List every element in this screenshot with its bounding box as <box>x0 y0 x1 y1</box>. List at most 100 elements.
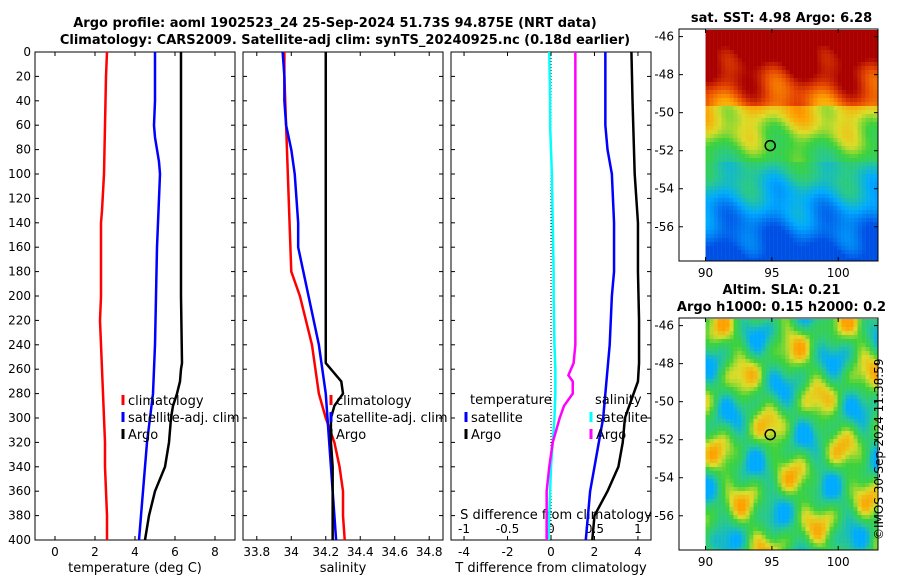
map-cell <box>849 38 854 42</box>
map-cell <box>709 86 714 90</box>
plot-frame <box>34 51 236 541</box>
map-cell <box>777 395 782 399</box>
map-cell <box>789 319 794 323</box>
map-cell <box>841 523 846 527</box>
map-cell <box>745 499 750 503</box>
map-cell <box>837 399 842 403</box>
map-cell <box>781 519 786 523</box>
map-cell <box>769 210 774 214</box>
map-cell <box>837 375 842 379</box>
map-cell <box>757 479 762 483</box>
map-cell <box>765 395 770 399</box>
map-cell <box>757 30 762 34</box>
map-cell <box>809 202 814 206</box>
map-cell <box>813 455 818 459</box>
map-cell <box>853 519 858 523</box>
map-cell <box>833 218 838 222</box>
map-cell <box>741 435 746 439</box>
map-cell <box>713 250 718 254</box>
map-cell <box>725 547 730 550</box>
map-cell <box>777 535 782 539</box>
map-cell <box>801 519 806 523</box>
map-cell <box>777 335 782 339</box>
map-cell <box>709 106 714 110</box>
map-cell <box>769 395 774 399</box>
map-cell <box>705 523 710 527</box>
map-cell <box>725 355 730 359</box>
map-cell <box>717 547 722 550</box>
map-cell <box>785 415 790 419</box>
map-cell <box>709 499 714 503</box>
map-cell <box>717 427 722 431</box>
map-cell <box>709 74 714 78</box>
map-cell <box>777 238 782 242</box>
map-cell <box>753 331 758 335</box>
map-cell <box>765 519 770 523</box>
map-cell <box>837 379 842 383</box>
map-cell <box>769 70 774 74</box>
map-cell <box>713 399 718 403</box>
map-cell <box>785 182 790 186</box>
map-cell <box>789 347 794 351</box>
x-axis-label: T difference from climatology <box>454 561 647 576</box>
map-cell <box>741 50 746 54</box>
map-cell <box>757 423 762 427</box>
map-cell <box>857 34 862 38</box>
map-cell <box>705 58 710 62</box>
map-cell <box>737 431 742 435</box>
map-cell <box>777 154 782 158</box>
map-cell <box>861 226 866 230</box>
map-cell <box>857 114 862 118</box>
map-cell <box>729 475 734 479</box>
map-cell <box>717 170 722 174</box>
map-cell <box>805 226 810 230</box>
map-cell <box>869 90 874 94</box>
map-cell <box>857 363 862 367</box>
map-cell <box>785 62 790 66</box>
map-cell <box>725 82 730 86</box>
map-cell <box>785 190 790 194</box>
map-cell <box>805 323 810 327</box>
map-cell <box>717 339 722 343</box>
map-cell <box>849 363 854 367</box>
map-cell <box>837 331 842 335</box>
map-cell <box>789 58 794 62</box>
map-cell <box>841 515 846 519</box>
map-cell <box>809 178 814 182</box>
map-cell <box>829 202 834 206</box>
map-cell <box>729 166 734 170</box>
map-cell <box>773 495 778 499</box>
map-cell <box>749 399 754 403</box>
map-cell <box>789 431 794 435</box>
map-cell <box>797 166 802 170</box>
map-cell <box>865 114 870 118</box>
map-cell <box>777 359 782 363</box>
map-cell <box>737 371 742 375</box>
map-cell <box>825 234 830 238</box>
map-cell <box>745 170 750 174</box>
map-cell <box>713 74 718 78</box>
map-cell <box>789 519 794 523</box>
map-cell <box>773 194 778 198</box>
map-cell <box>829 246 834 250</box>
map-cell <box>829 74 834 78</box>
map-cell <box>845 499 850 503</box>
map-cell <box>797 234 802 238</box>
map-cell <box>705 94 710 98</box>
map-cell <box>753 495 758 499</box>
map-cell <box>777 531 782 535</box>
map-cell <box>845 323 850 327</box>
map-cell <box>769 194 774 198</box>
map-cell <box>801 186 806 190</box>
map-cell <box>809 242 814 246</box>
map-cell <box>809 507 814 511</box>
map-cell <box>769 479 774 483</box>
map-cell <box>753 78 758 82</box>
map-cell <box>745 146 750 150</box>
map-cell <box>829 375 834 379</box>
map-cell <box>809 106 814 110</box>
map-cell <box>805 134 810 138</box>
map-cell <box>785 455 790 459</box>
map-cell <box>829 427 834 431</box>
map-cell <box>853 154 858 158</box>
